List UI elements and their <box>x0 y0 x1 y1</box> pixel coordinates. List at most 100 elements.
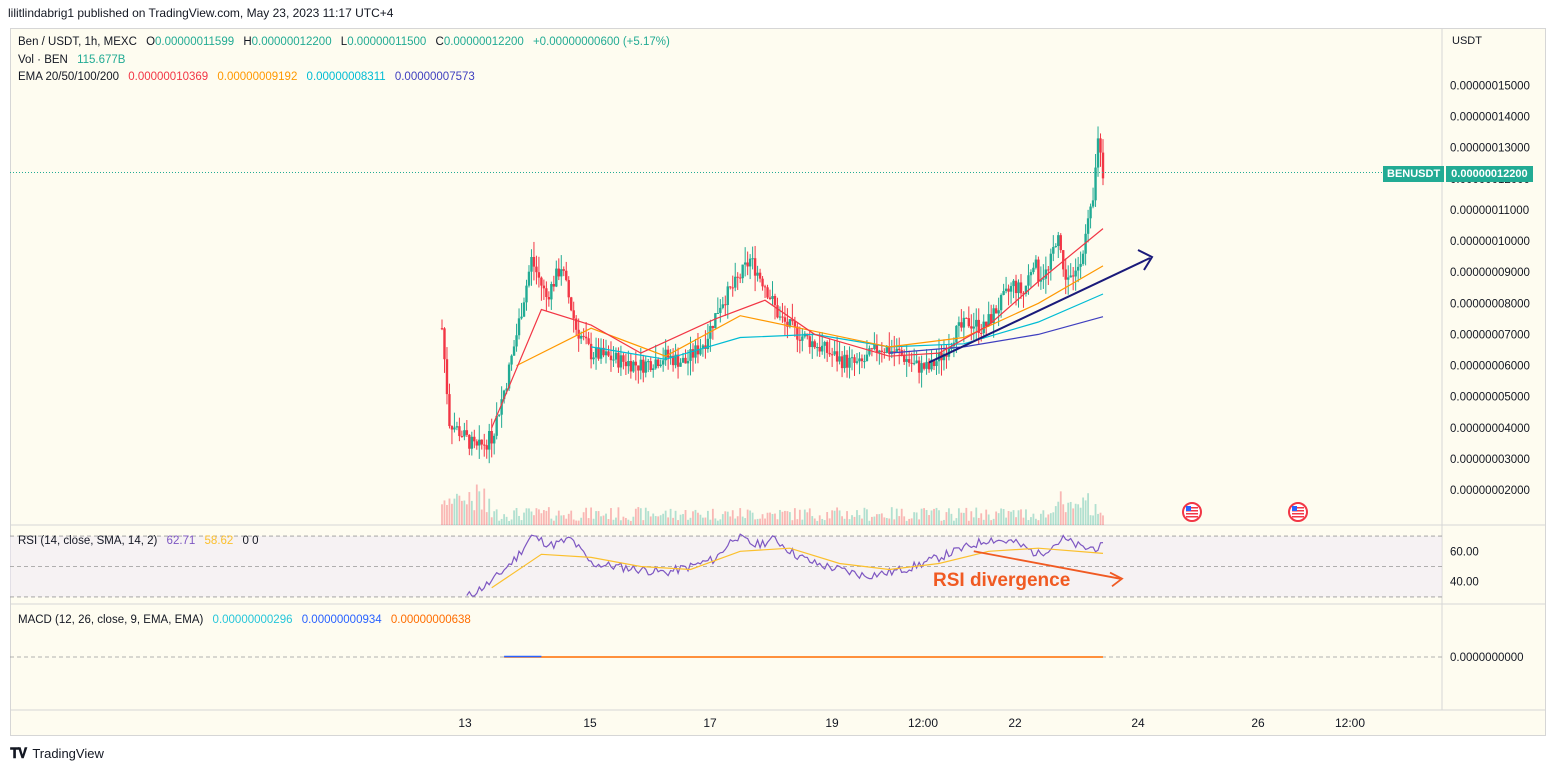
candle-body <box>627 360 630 367</box>
chart-canvas[interactable]: USDT 0.00000002000 0.00000003000 0.00000004… <box>10 28 1546 736</box>
candle-body <box>1094 167 1097 201</box>
volume-bar <box>828 518 831 525</box>
volume-bar <box>913 512 916 525</box>
candle-body <box>497 414 501 416</box>
volume-bar <box>719 519 722 525</box>
volume-bar <box>806 512 809 525</box>
volume-bar <box>1007 511 1010 525</box>
volume-bar <box>1042 510 1045 525</box>
macd-label[interactable]: MACD (12, 26, close, 9, EMA, EMA) <box>18 614 204 626</box>
x-tick-label: 17 <box>703 716 717 730</box>
change-value: +0.00000000600 (+5.17%) <box>532 36 670 48</box>
volume-bar <box>759 518 761 525</box>
candle-body <box>1099 138 1102 153</box>
footer: 𝐓𝐕 TradingView <box>10 745 104 762</box>
volume-bar <box>659 515 662 525</box>
macd-hist-value: 0.00000000296 <box>212 614 293 626</box>
rsi-divergence-annotation: RSI divergence <box>933 570 1071 591</box>
candle-body <box>691 349 695 358</box>
volume-bar <box>451 503 453 525</box>
volume-bar <box>853 516 856 525</box>
ema100-value: 0.00000008311 <box>306 71 386 83</box>
volume-bar <box>875 514 878 525</box>
ema-label[interactable]: EMA 20/50/100/200 <box>18 71 120 83</box>
candle-body <box>883 352 886 354</box>
candle-body <box>617 352 620 368</box>
candle-body <box>893 351 896 353</box>
candle-body <box>540 277 543 286</box>
rsi-legend: RSI (14, close, SMA, 14, 2) 62.71 58.62 … <box>18 535 265 547</box>
candle-body <box>465 430 469 435</box>
candle-body <box>557 268 560 277</box>
rsi-label[interactable]: RSI (14, close, SMA, 14, 2) <box>18 535 158 547</box>
candle-body <box>1017 282 1020 294</box>
candle-body <box>604 351 608 356</box>
volume-bar <box>836 507 839 525</box>
candle-body <box>517 318 521 336</box>
candle-body <box>572 310 575 319</box>
candle-body <box>935 361 938 367</box>
volume-bar <box>724 511 727 525</box>
candle-body <box>878 350 881 353</box>
candle-body <box>875 343 879 353</box>
candle-body <box>1009 286 1013 292</box>
candle-body <box>912 363 916 365</box>
volume-bar <box>766 512 769 525</box>
candle-body <box>669 355 672 358</box>
volume-bar <box>687 519 689 525</box>
rsi-sma-line <box>491 547 1104 589</box>
volume-bar <box>741 516 744 525</box>
high-label: H <box>243 36 252 48</box>
volume-bar <box>525 508 528 525</box>
candle-body <box>811 341 814 348</box>
volume-bar <box>1074 503 1077 525</box>
candle-body <box>975 319 978 327</box>
volume-bar <box>684 509 687 525</box>
candle-body <box>994 308 998 314</box>
volume-bar <box>505 516 508 525</box>
volume-bar <box>873 516 876 525</box>
volume-bar <box>982 519 985 525</box>
volume-bar <box>843 518 846 525</box>
candle-body <box>602 347 605 356</box>
candle-body <box>445 359 449 395</box>
candle-body <box>619 355 623 368</box>
footer-brand[interactable]: TradingView <box>32 746 104 761</box>
candle-body <box>495 415 498 436</box>
candle-body <box>1032 267 1035 273</box>
volume-bar <box>900 508 903 525</box>
volume-bar <box>706 510 709 525</box>
volume-bar <box>513 510 515 525</box>
candle-body <box>701 345 705 349</box>
volume-bar <box>570 510 573 525</box>
us-flag-event-icon[interactable] <box>1288 502 1308 522</box>
support-trendline <box>928 257 1151 364</box>
volume-bar <box>1012 510 1015 525</box>
candle-body <box>868 348 871 355</box>
volume-bar <box>550 518 553 525</box>
tradingview-logo-icon[interactable]: 𝐓𝐕 <box>10 745 27 761</box>
us-flag-event-icon[interactable] <box>1182 502 1202 522</box>
candle-body <box>507 364 511 389</box>
volume-bar <box>955 518 958 525</box>
candle-body <box>599 347 603 359</box>
volume-bars <box>441 484 1104 525</box>
candle-body <box>530 256 533 272</box>
candle-body <box>455 426 459 428</box>
volume-bar <box>729 516 732 525</box>
ema20-value: 0.00000010369 <box>128 71 209 83</box>
flag-stripe <box>1292 510 1304 512</box>
symbol-line[interactable]: Ben / USDT, 1h, MEXC <box>18 36 137 48</box>
volume-bar <box>493 511 496 525</box>
volume-bar <box>639 508 642 525</box>
volume-bar <box>793 508 796 525</box>
volume-label[interactable]: Vol · BEN <box>18 54 68 66</box>
volume-bar <box>1082 497 1085 525</box>
candle-body <box>1014 280 1018 294</box>
candle-body <box>492 435 496 444</box>
volume-bar <box>930 510 933 525</box>
volume-bar <box>987 514 990 525</box>
flag-ring <box>1182 502 1202 522</box>
volume-bar <box>925 509 928 525</box>
volume-bar <box>910 518 913 525</box>
